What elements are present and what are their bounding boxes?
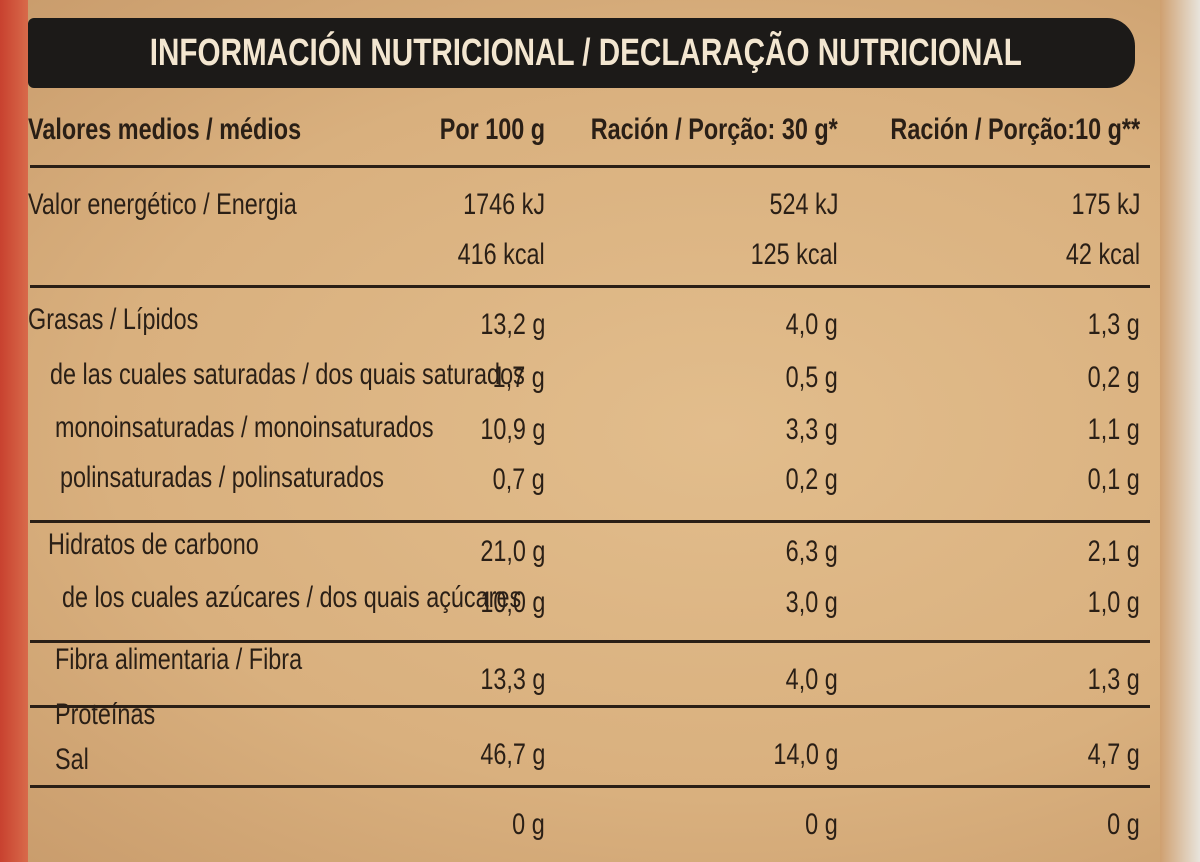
row-label: de los cuales azúcares / dos quais açúca… xyxy=(62,581,522,614)
title: INFORMACIÓN NUTRICIONAL / DECLARAÇÃO NUT… xyxy=(149,32,1022,74)
package-edge xyxy=(1160,0,1200,862)
cell-value: 175 kJ xyxy=(1071,188,1140,221)
column-header: Ración / Porção: 30 g* xyxy=(590,113,838,146)
cell-value: 21,0 g xyxy=(479,535,545,568)
cell-value: 416 kcal xyxy=(457,238,545,271)
row-label: Fibra alimentaria / Fibra xyxy=(55,643,303,676)
divider xyxy=(30,285,1150,288)
column-header: Por 100 g xyxy=(439,113,545,146)
cell-value: 1,3 g xyxy=(1087,663,1140,696)
cell-value: 0,5 g xyxy=(785,361,838,394)
cell-value: 10,0 g xyxy=(479,586,545,619)
cell-value: 46,7 g xyxy=(479,738,545,771)
cell-value: 0,2 g xyxy=(1087,361,1140,394)
cell-value: 42 kcal xyxy=(1065,238,1140,271)
column-header: Valores medios / médios xyxy=(28,113,302,146)
row-label: Valor energético / Energia xyxy=(28,188,297,221)
cell-value: 14,0 g xyxy=(772,738,838,771)
cell-value: 524 kJ xyxy=(769,188,838,221)
cell-value: 1746 kJ xyxy=(463,188,545,221)
cell-value: 1,1 g xyxy=(1087,413,1140,446)
row-label: Proteínas xyxy=(55,698,156,731)
package-edge xyxy=(0,0,28,862)
divider xyxy=(30,705,1150,708)
cell-value: 3,3 g xyxy=(785,413,838,446)
cell-value: 6,3 g xyxy=(785,535,838,568)
cell-value: 10,9 g xyxy=(479,413,545,446)
cell-value: 13,2 g xyxy=(479,308,545,341)
cell-value: 4,0 g xyxy=(785,308,838,341)
divider xyxy=(30,640,1150,643)
cell-value: 0,7 g xyxy=(492,463,545,496)
cell-value: 4,0 g xyxy=(785,663,838,696)
row-label: Grasas / Lípidos xyxy=(28,303,199,336)
cell-value: 1,0 g xyxy=(1087,586,1140,619)
header-bar: INFORMACIÓN NUTRICIONAL / DECLARAÇÃO NUT… xyxy=(28,18,1135,88)
cell-value: 2,1 g xyxy=(1087,535,1140,568)
cell-value: 0 g xyxy=(512,808,545,841)
cell-value: 0 g xyxy=(1107,808,1140,841)
cell-value: 1,7 g xyxy=(492,361,545,394)
divider xyxy=(30,785,1150,788)
cell-value: 125 kcal xyxy=(750,238,838,271)
cell-value: 1,3 g xyxy=(1087,308,1140,341)
row-label: polinsaturadas / polinsaturados xyxy=(60,461,384,494)
column-header: Ración / Porção:10 g** xyxy=(890,113,1140,146)
cell-value: 0 g xyxy=(805,808,838,841)
cell-value: 4,7 g xyxy=(1087,738,1140,771)
row-label: Sal xyxy=(55,743,89,776)
cell-value: 0,1 g xyxy=(1087,463,1140,496)
cell-value: 3,0 g xyxy=(785,586,838,619)
cell-value: 13,3 g xyxy=(479,663,545,696)
divider xyxy=(30,520,1150,523)
cell-value: 0,2 g xyxy=(785,463,838,496)
row-label: de las cuales saturadas / dos quais satu… xyxy=(50,358,525,391)
row-label: Hidratos de carbono xyxy=(48,528,259,561)
row-label: monoinsaturadas / monoinsaturados xyxy=(55,411,434,444)
divider xyxy=(30,165,1150,168)
